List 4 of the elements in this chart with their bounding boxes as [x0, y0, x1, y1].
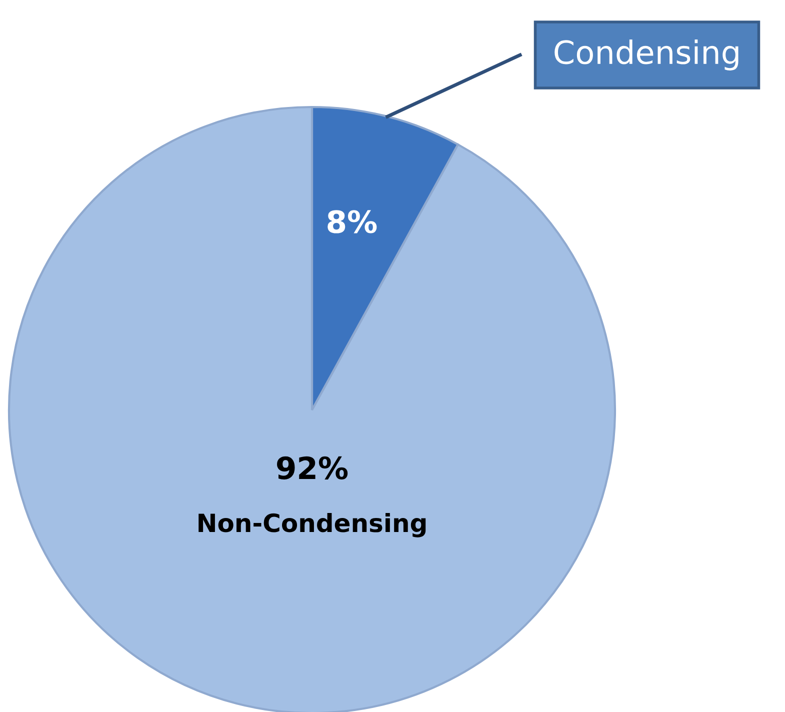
data-label: 8% [328, 210, 377, 234]
data-label: 92% [277, 456, 348, 480]
slice-label: Condensing [554, 40, 738, 70]
slice-label: Non-Condensing [198, 512, 426, 538]
